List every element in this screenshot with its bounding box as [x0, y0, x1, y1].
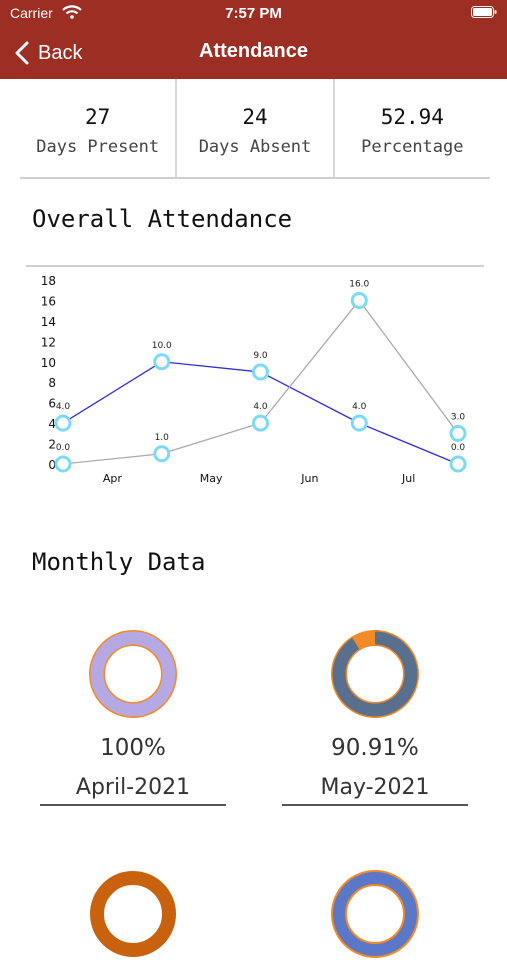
- month-percentage: 100%: [100, 735, 166, 761]
- data-point: [153, 445, 171, 463]
- stat-label: Days Absent: [198, 137, 312, 157]
- back-label: Back: [38, 41, 83, 64]
- data-label: 4.0: [352, 402, 367, 412]
- stat-days-present: 27 Days Present: [20, 79, 178, 177]
- data-point: [350, 291, 368, 309]
- y-tick-label: 0: [48, 458, 56, 472]
- data-label: 9.0: [253, 351, 268, 361]
- data-point: [54, 455, 72, 473]
- x-tick-label: Jun: [300, 472, 318, 485]
- y-tick-label: 12: [41, 335, 56, 349]
- data-point: [153, 353, 171, 371]
- data-point: [54, 414, 72, 432]
- wifi-icon: [62, 5, 82, 19]
- page-title: Attendance: [199, 40, 308, 62]
- month-name: April-2021: [40, 775, 226, 806]
- data-point: [350, 414, 368, 432]
- y-tick-label: 8: [48, 376, 56, 390]
- month-name: May-2021: [282, 775, 468, 806]
- data-point: [252, 363, 269, 381]
- donut-ring: [90, 871, 176, 957]
- nav-bar: Carrier 7:57 PM Back Attendance: [0, 0, 507, 79]
- data-label: 3.0: [451, 412, 466, 422]
- donut-arc: [332, 631, 418, 717]
- stat-value: 27: [85, 105, 111, 129]
- x-tick-label: Apr: [103, 472, 123, 485]
- month-card-july[interactable]: [282, 868, 468, 960]
- x-tick-label: May: [200, 472, 223, 485]
- y-tick-label: 18: [41, 274, 56, 288]
- data-label: 16.0: [349, 279, 369, 289]
- data-label: 0.0: [451, 443, 466, 453]
- status-time: 7:57 PM: [225, 5, 282, 22]
- month-card-june[interactable]: [40, 868, 226, 960]
- data-label: 10.0: [152, 341, 172, 351]
- stat-label: Percentage: [361, 137, 464, 157]
- data-label: 1.0: [155, 433, 170, 443]
- section-title-overall: Overall Attendance: [32, 205, 293, 233]
- y-tick-label: 6: [48, 397, 56, 411]
- carrier-label: Carrier: [10, 5, 53, 21]
- donut-arc: [90, 631, 176, 717]
- y-tick-label: 16: [41, 294, 56, 308]
- month-donut-chart: [331, 630, 419, 718]
- stat-value: 24: [242, 105, 268, 129]
- stats-row: 27 Days Present 24 Days Absent 52.94 Per…: [20, 79, 490, 179]
- y-tick-label: 10: [41, 356, 56, 370]
- month-donut-chart: [89, 630, 177, 718]
- data-point: [449, 455, 467, 473]
- data-label: 4.0: [253, 402, 268, 412]
- y-tick-label: 2: [48, 438, 56, 452]
- y-tick-label: 14: [41, 315, 56, 329]
- battery-icon: [471, 6, 497, 18]
- back-button[interactable]: Back: [14, 38, 82, 68]
- month-percentage: 90.91%: [331, 735, 419, 761]
- month-donut-chart: [331, 870, 419, 958]
- month-donut-chart: [90, 871, 176, 957]
- donut-ring: [333, 872, 417, 956]
- x-tick-label: Jul: [401, 472, 415, 485]
- section-title-monthly: Monthly Data: [32, 548, 206, 576]
- y-tick-label: 4: [48, 417, 56, 431]
- stat-days-absent: 24 Days Absent: [177, 79, 335, 177]
- data-label: 0.0: [56, 443, 71, 453]
- attendance-line-chart: 0 2 4 6 8 10 12 14 16 18 Apr May Jun Jul 4.0 10.0 9.0 4.0…: [41, 274, 467, 485]
- divider: [26, 265, 484, 267]
- stat-percentage: 52.94 Percentage: [335, 79, 490, 177]
- data-label: 4.0: [56, 402, 71, 412]
- data-point: [252, 414, 269, 432]
- month-card-april[interactable]: 100% April-2021: [40, 628, 226, 806]
- data-point: [449, 424, 467, 442]
- chevron-left-icon: [15, 41, 29, 65]
- stat-label: Days Present: [36, 137, 160, 157]
- month-card-may[interactable]: 90.91% May-2021: [282, 628, 468, 806]
- stat-value: 52.94: [380, 105, 444, 129]
